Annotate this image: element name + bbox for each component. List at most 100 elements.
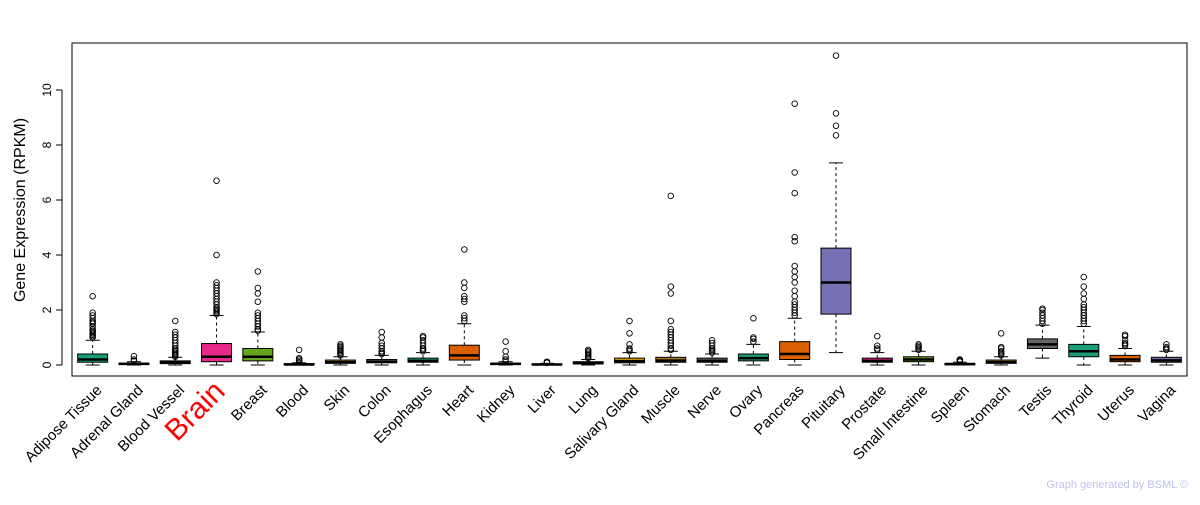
x-tick-label: Colon xyxy=(355,382,395,422)
box-kidney xyxy=(490,338,522,366)
outlier-point xyxy=(997,348,1005,355)
box-iqr xyxy=(77,353,109,363)
box-blood xyxy=(283,346,315,366)
outlier-point xyxy=(461,246,468,253)
box-ovary xyxy=(737,315,769,366)
y-axis: 0 2 4 6 8 10 xyxy=(40,83,63,368)
outlier-point xyxy=(543,358,551,365)
outlier-point xyxy=(626,341,633,348)
outlier-point xyxy=(419,337,427,344)
outlier-point xyxy=(213,282,220,289)
box-thyroid xyxy=(1068,273,1100,366)
outlier-point xyxy=(89,312,96,319)
outlier-point xyxy=(791,100,798,107)
outlier-point xyxy=(667,326,675,333)
box-heart xyxy=(448,246,480,366)
outlier-point xyxy=(791,301,798,308)
x-tick-label: Uterus xyxy=(1095,382,1138,425)
box-pancreas xyxy=(779,100,811,366)
outlier-point xyxy=(791,189,798,197)
outlier-point xyxy=(791,262,798,270)
box-iqr xyxy=(242,348,274,362)
outlier-point xyxy=(89,309,96,317)
outlier-point xyxy=(213,177,220,184)
y-tick-label: 0 xyxy=(40,361,54,368)
box-salivary-gland xyxy=(614,317,645,366)
outlier-point xyxy=(461,293,468,300)
outlier-point xyxy=(667,283,675,290)
outlier-point xyxy=(874,342,881,350)
outlier-point xyxy=(997,343,1005,351)
box-adrenal-gland xyxy=(118,352,150,366)
outlier-point xyxy=(213,279,220,286)
outlier-point xyxy=(832,110,840,117)
outlier-point xyxy=(1163,343,1170,351)
outlier-point xyxy=(254,290,262,297)
x-tick-label: Vagina xyxy=(1135,381,1180,426)
outlier-point xyxy=(295,354,303,362)
outlier-point xyxy=(667,192,675,200)
box-iqr xyxy=(448,344,480,361)
x-tick-label: Kidney xyxy=(474,381,519,426)
box-blood-vessel xyxy=(159,317,191,366)
outlier-point xyxy=(254,309,262,317)
box-prostate xyxy=(861,332,893,366)
outlier-point xyxy=(1121,331,1129,339)
outlier-point xyxy=(254,312,262,319)
x-tick-label: Heart xyxy=(439,381,478,420)
outlier-point xyxy=(295,346,303,354)
outlier-point xyxy=(461,315,468,322)
outlier-point xyxy=(502,348,509,355)
box-breast xyxy=(242,268,274,366)
box-brain xyxy=(201,177,233,366)
outlier-point xyxy=(791,273,798,281)
outlier-point xyxy=(791,268,798,275)
outlier-point xyxy=(791,293,798,300)
box-lung xyxy=(572,346,604,366)
outlier-point xyxy=(461,295,468,303)
x-tick-label: Blood xyxy=(273,382,312,421)
plot-frame xyxy=(71,42,1188,377)
x-tick-label: Nerve xyxy=(685,382,725,422)
box-iqr xyxy=(779,341,811,360)
box-spleen xyxy=(944,356,976,366)
outlier-point xyxy=(667,290,675,297)
box-skin xyxy=(324,341,356,366)
y-tick-label: 6 xyxy=(40,196,54,203)
x-tick-label: Lung xyxy=(565,382,601,418)
outlier-point xyxy=(213,251,220,259)
outlier-point xyxy=(750,338,757,345)
outlier-point xyxy=(378,334,385,341)
outlier-point xyxy=(997,330,1005,337)
box-uterus xyxy=(1109,331,1141,366)
y-tick-label: 10 xyxy=(40,83,54,97)
box-iqr xyxy=(820,247,852,315)
outlier-point xyxy=(832,52,840,59)
outlier-point xyxy=(461,312,468,319)
outlier-point xyxy=(502,356,509,363)
box-vagina xyxy=(1150,341,1182,366)
outlier-point xyxy=(1080,304,1088,311)
outlier-point xyxy=(626,317,633,325)
outlier-point xyxy=(419,332,427,340)
outlier-point xyxy=(791,237,798,245)
outlier-point xyxy=(626,330,633,337)
outlier-point xyxy=(130,352,138,360)
outlier-point xyxy=(1080,295,1088,303)
x-tick-label: Small Intestine xyxy=(850,382,932,464)
box-adipose-tissue xyxy=(77,293,109,366)
box-colon xyxy=(366,328,398,366)
outlier-point xyxy=(791,169,798,176)
box-iqr xyxy=(201,343,233,363)
box-nerve xyxy=(696,337,728,366)
outlier-point xyxy=(791,287,798,295)
outlier-point xyxy=(750,315,757,322)
outlier-point xyxy=(708,337,716,344)
outlier-point xyxy=(832,122,840,129)
x-tick-label: Liver xyxy=(525,382,560,417)
outlier-point xyxy=(461,279,468,286)
outlier-point xyxy=(791,279,798,286)
outlier-point xyxy=(667,317,675,325)
